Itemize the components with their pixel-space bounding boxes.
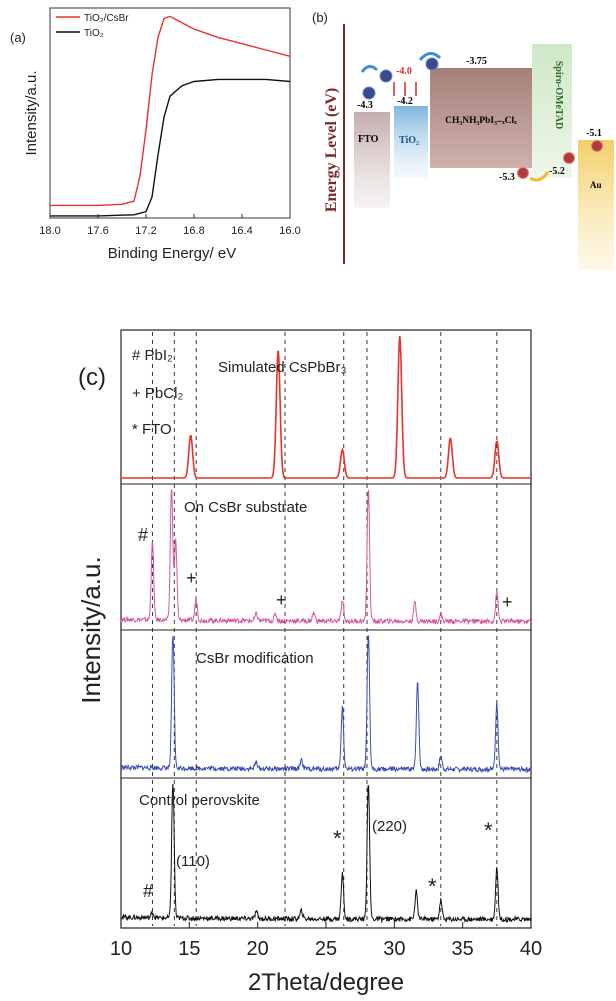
title-csbr-mod: CsBr modification <box>196 650 314 667</box>
panel-a-xtick-label: 16.0 <box>279 225 300 237</box>
label-fto: FTO <box>358 134 379 145</box>
mark-hash-1: # <box>138 525 148 545</box>
perovskite-layer <box>430 68 532 168</box>
mark-star-3: * <box>484 818 493 843</box>
mark-star-2: * <box>428 874 437 899</box>
au-layer <box>578 140 614 270</box>
electron-interface <box>379 69 393 83</box>
panel-a-legend-tio2: TiO₂ <box>84 28 104 39</box>
panel-a-label: (a) <box>10 30 26 45</box>
transfer-arrow-1 <box>360 65 379 73</box>
panel-a-series-1 <box>50 78 291 217</box>
level-interface: -4.0 <box>396 66 412 77</box>
panel-b-label: (b) <box>312 10 328 25</box>
panel-c-xticks: 10 15 20 25 30 35 40 <box>110 922 542 960</box>
panel-c-xtick-label: 15 <box>178 938 200 960</box>
panel-c-xtick-label: 25 <box>315 938 337 960</box>
level-perov-cb: -3.75 <box>466 56 487 67</box>
panel-a-series-0 <box>50 15 291 207</box>
title-control: Control perovskite <box>139 792 260 809</box>
panel-c-series-2 <box>120 635 532 774</box>
panel-a-xtick-label: 18.0 <box>39 225 60 237</box>
panel-c-xtick-label: 40 <box>520 938 542 960</box>
label-perovskite: CH₃NH₃PbI₃₋ₓClₓ <box>445 116 517 126</box>
panel-c-series-0 <box>121 335 531 479</box>
fto-layer <box>354 112 390 208</box>
mark-hash-2: # <box>143 881 153 901</box>
hole-au <box>591 140 603 152</box>
panel-c-series-1 <box>120 488 532 626</box>
title-on-csbr: On CsBr substrate <box>184 499 307 516</box>
panel-a-series <box>50 15 291 217</box>
peak-110-label: (110) <box>176 853 210 870</box>
level-perov-vb: -5.3 <box>499 172 515 183</box>
label-tio2: TiO₂ <box>399 135 419 146</box>
panel-a-xtick-label: 17.6 <box>87 225 108 237</box>
peak-220-label: (220) <box>372 818 407 835</box>
legend-fto: * FTO <box>132 421 172 438</box>
panel-c-xtick-label: 20 <box>247 938 269 960</box>
panel-b: (b) Energy Level (eV) -4.3 -4.2 -4.0 -3.… <box>312 10 614 270</box>
electron-fto <box>362 86 376 100</box>
electron-perovskite <box>425 57 439 71</box>
level-au: -5.1 <box>586 128 602 139</box>
panel-a: (a) 18.0 17.6 17.2 16.8 16.4 16.0 Binding Ene… <box>10 7 301 262</box>
hole-arrow-1 <box>529 171 550 182</box>
panel-a-ylabel: Intensity/a.u. <box>23 70 40 155</box>
title-simulated: Simulated CsPbBr₃ <box>218 359 347 376</box>
panel-a-frame <box>49 7 291 219</box>
label-spiro: Spiro-OMeTAD <box>553 61 564 130</box>
level-tio2: -4.2 <box>397 96 413 107</box>
level-fto: -4.3 <box>357 100 373 111</box>
panel-c-label: (c) <box>78 364 106 391</box>
panel-b-ylabel: Energy Level (eV) <box>323 88 340 212</box>
mark-plus-1: + <box>186 568 197 588</box>
panel-c-series <box>120 335 532 924</box>
panel-c: 10 15 20 25 30 35 40 (c) # PbI₂ + PbCl₂ * FTO … <box>76 329 542 996</box>
panel-a-xtick-label: 16.8 <box>183 225 204 237</box>
mark-star-1: * <box>333 826 342 851</box>
panel-c-series-3 <box>120 783 532 924</box>
panel-c-xtick-label: 30 <box>383 938 405 960</box>
label-au: Au <box>590 180 602 190</box>
panel-c-frame <box>120 329 532 929</box>
hole-spiro <box>563 152 575 164</box>
legend-pbi2: # PbI₂ <box>132 347 173 364</box>
mark-plus-2: + <box>276 590 287 610</box>
hole-perovskite <box>517 167 529 179</box>
panel-a-legend-tio2-csbr: TiO₂/CsBr <box>84 13 129 24</box>
panel-a-xlabel: Binding Energy/ eV <box>108 245 236 262</box>
transfer-arrow-2 <box>418 52 442 62</box>
panel-c-ylabel: Intensity/a.u. <box>76 556 106 703</box>
panel-a-xticks: 18.0 17.6 17.2 16.8 16.4 16.0 <box>39 214 301 237</box>
level-spiro: -5.2 <box>549 166 565 177</box>
panel-c-xtick-label: 35 <box>452 938 474 960</box>
mark-plus-3: + <box>502 592 513 612</box>
panel-c-xlabel: 2Theta/degree <box>248 969 404 996</box>
panel-a-xtick-label: 16.4 <box>231 225 252 237</box>
legend-pbcl2: + PbCl₂ <box>132 385 183 402</box>
panel-c-xtick-label: 10 <box>110 938 132 960</box>
panel-a-xtick-label: 17.2 <box>135 225 156 237</box>
panel-c-reference-lines <box>151 332 498 926</box>
tio2-layer <box>394 106 428 178</box>
